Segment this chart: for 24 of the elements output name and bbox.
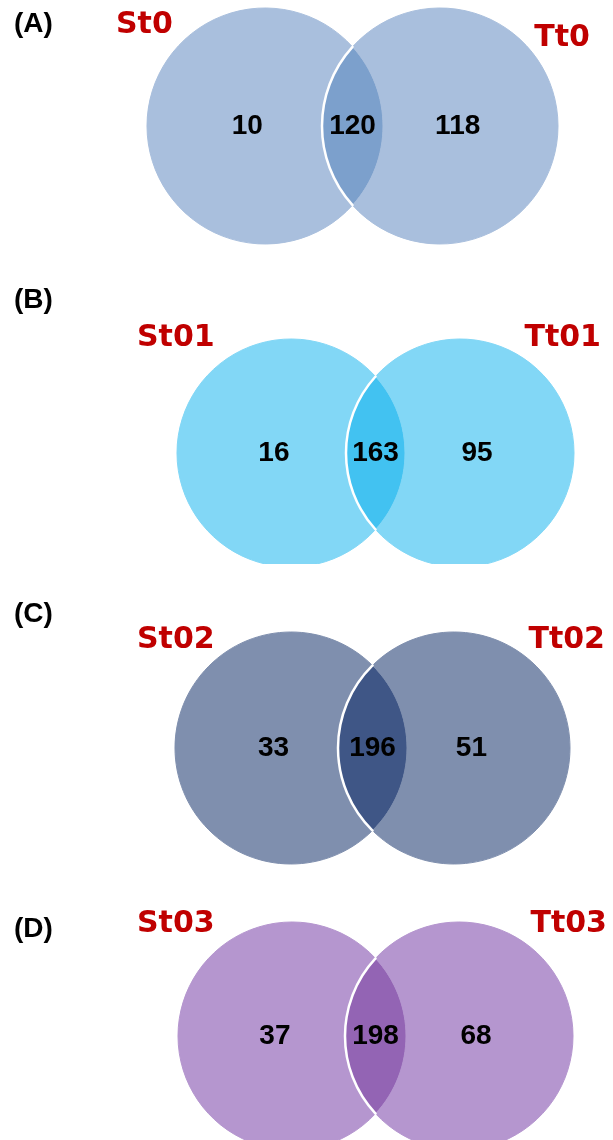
- data-label: 37: [259, 1019, 291, 1050]
- data-label: 51: [455, 731, 487, 762]
- text: (A): [14, 7, 53, 38]
- text: Tt0: [534, 18, 590, 53]
- data-label: 33: [258, 731, 290, 762]
- data-label: 163: [352, 436, 399, 467]
- data-label: 118: [435, 109, 481, 140]
- text: (B): [14, 283, 53, 314]
- text: Tt03: [530, 904, 607, 939]
- text: St0: [116, 5, 173, 40]
- text: St03: [137, 904, 215, 939]
- data-label: 120: [329, 109, 376, 140]
- text: St01: [137, 318, 215, 353]
- text: (C): [14, 597, 53, 628]
- text: Tt02: [528, 620, 605, 655]
- data-label: 196: [349, 731, 396, 762]
- data-label: 95: [461, 436, 493, 467]
- data-label: 68: [460, 1019, 492, 1050]
- data-label: 10: [231, 109, 263, 140]
- data-label: 16: [258, 436, 290, 467]
- text: Tt01: [524, 318, 601, 353]
- text: St02: [137, 620, 215, 655]
- text: (D): [14, 912, 53, 943]
- data-label: 198: [352, 1019, 399, 1050]
